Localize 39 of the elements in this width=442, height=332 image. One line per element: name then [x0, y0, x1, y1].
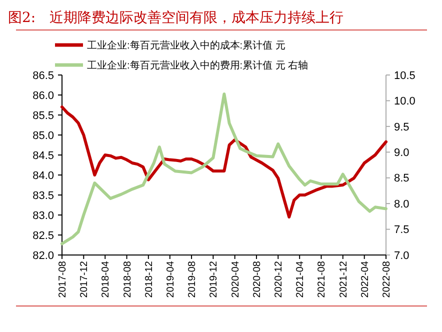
x-tick-label: 2017-12 — [79, 260, 90, 298]
y-tick-label: 86.5 — [32, 70, 54, 82]
y2-tick-label: 8.0 — [394, 198, 410, 210]
y2-tick-label: 10.5 — [394, 70, 416, 82]
y2-tick-label: 9.0 — [394, 146, 410, 159]
x-tick-label: 2019-08 — [187, 260, 198, 298]
line-series — [60, 92, 388, 246]
y2-tick-label: 9.5 — [394, 121, 410, 134]
chart-title: 图2: 近期降费边际改善空间有限，成本压力持续上行 — [8, 9, 344, 26]
x-tick-label: 2018-08 — [122, 260, 134, 298]
y2-tick-label: 10.0 — [394, 96, 416, 108]
y-tick-label: 85.0 — [32, 130, 54, 142]
x-tick-label: 2017-08 — [58, 260, 68, 298]
x-tick-label: 2022-04 — [360, 260, 371, 298]
y-tick-label: 84.5 — [32, 150, 54, 162]
y-tick-label: 83.5 — [32, 190, 54, 202]
x-tick-label: 2022-08 — [382, 260, 392, 298]
y-tick-label: 82.5 — [32, 230, 54, 242]
y-tick-label: 83.0 — [32, 210, 54, 222]
y-tick-label: 86.0 — [32, 90, 54, 102]
x-tick-label: 2018-12 — [144, 260, 155, 298]
y2-tick-label: 7.0 — [394, 250, 410, 262]
y-tick-label: 85.5 — [32, 110, 54, 122]
x-tick-label: 2018-04 — [100, 260, 112, 298]
x-tick-label: 2020-08 — [252, 260, 263, 298]
x-tick-label: 2021-12 — [338, 260, 350, 298]
line-series — [60, 106, 388, 218]
x-tick-label: 2021-08 — [316, 260, 328, 298]
x-tick-label: 2021-04 — [295, 260, 306, 298]
y2-tick-label: 7.5 — [394, 224, 410, 236]
x-tick-label: 2019-04 — [165, 260, 176, 298]
x-tick-label: 2019-12 — [208, 260, 220, 298]
y-tick-label: 82.0 — [32, 250, 54, 262]
legend-label: 工业企业:每百元营业收入中的成本:累计值 元 — [87, 40, 286, 52]
legend-label: 工业企业:每百元营业收入中的费用:累计值 元 右轴 — [87, 60, 308, 72]
y2-tick-label: 8.5 — [394, 172, 410, 185]
y-tick-label: 84.0 — [32, 170, 54, 182]
x-tick-label: 2020-12 — [274, 260, 285, 298]
x-tick-label: 2020-04 — [230, 260, 242, 298]
